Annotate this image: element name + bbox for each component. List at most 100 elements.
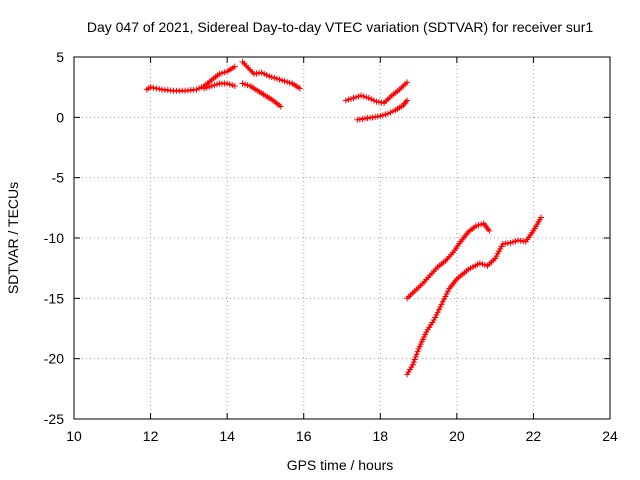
data-point	[263, 72, 270, 79]
data-point	[414, 348, 421, 355]
data-point	[435, 306, 442, 313]
data-point	[242, 81, 249, 88]
data-point	[368, 96, 375, 103]
data-point	[486, 227, 493, 234]
series-track-8	[404, 214, 545, 378]
series-track-2	[201, 80, 238, 92]
data-point	[216, 70, 223, 77]
data-point	[347, 95, 354, 102]
x-tick-label: 14	[219, 428, 235, 444]
data-point	[411, 356, 418, 363]
data-point	[273, 75, 280, 82]
data-point	[363, 94, 370, 101]
data-point	[224, 80, 231, 87]
y-tick-label: -5	[52, 170, 65, 186]
data-point	[231, 63, 238, 70]
data-point	[239, 80, 246, 87]
data-point	[412, 353, 419, 360]
data-point	[147, 84, 154, 91]
data-point	[479, 261, 486, 268]
data-point	[358, 92, 365, 99]
data-point	[153, 85, 160, 92]
data-point	[478, 221, 485, 228]
data-point	[229, 82, 236, 89]
data-point	[206, 83, 213, 90]
x-tick-label: 20	[449, 428, 465, 444]
data-point	[201, 85, 208, 92]
data-point	[432, 314, 439, 321]
data-point	[279, 77, 286, 84]
y-axis-label: SDTVAR / TECUs	[5, 182, 21, 294]
data-point	[433, 311, 440, 318]
data-point	[441, 296, 448, 303]
data-point	[266, 73, 273, 80]
data-point	[353, 94, 360, 101]
data-point	[444, 288, 451, 295]
data-point	[198, 84, 205, 91]
data-point	[404, 97, 411, 104]
data-point	[437, 303, 444, 310]
data-point	[296, 85, 303, 92]
data-point	[231, 82, 238, 89]
data-point	[387, 109, 394, 116]
data-point	[538, 214, 545, 221]
y-tick-label: 0	[56, 109, 64, 125]
data-point	[196, 85, 203, 92]
data-point	[507, 239, 514, 246]
data-point	[261, 70, 268, 77]
data-point	[475, 222, 482, 229]
x-tick-label: 24	[602, 428, 618, 444]
data-point	[512, 238, 519, 245]
data-point	[345, 96, 352, 103]
data-point	[208, 82, 215, 89]
data-point	[219, 70, 226, 77]
data-point	[150, 84, 157, 91]
data-point	[384, 110, 391, 117]
data-point	[442, 293, 449, 300]
series-track-4	[239, 80, 284, 110]
data-point	[221, 69, 228, 76]
data-point	[413, 351, 420, 358]
data-point	[379, 112, 386, 119]
x-tick-label: 22	[526, 428, 542, 444]
data-point	[510, 239, 517, 246]
data-point	[390, 108, 397, 115]
data-point	[244, 82, 251, 89]
y-tick-label: -15	[44, 290, 64, 306]
data-point	[276, 76, 283, 83]
data-point	[213, 81, 220, 88]
data-point	[443, 290, 450, 297]
data-point	[203, 84, 210, 91]
data-point	[211, 82, 218, 89]
data-point	[377, 113, 384, 120]
x-tick-label: 16	[296, 428, 312, 444]
data-point	[355, 93, 362, 100]
data-point	[281, 78, 288, 85]
data-point	[404, 79, 411, 86]
data-point	[409, 361, 416, 368]
data-point	[439, 298, 446, 305]
y-tick-label: 5	[56, 49, 64, 65]
x-tick-label: 18	[372, 428, 388, 444]
series-track-5	[342, 79, 411, 106]
data-point	[342, 97, 349, 104]
data-point	[284, 78, 291, 85]
chart-title: Day 047 of 2021, Sidereal Day-to-day VTE…	[87, 19, 593, 35]
data-point	[473, 222, 479, 229]
data-point	[438, 301, 445, 308]
data-point	[476, 260, 483, 267]
data-point	[382, 111, 389, 118]
y-tick-label: -10	[44, 230, 64, 246]
data-point	[434, 309, 441, 316]
data-point	[193, 86, 200, 93]
series-track-3	[239, 58, 303, 92]
y-tick-label: -25	[44, 411, 64, 427]
x-axis-label: GPS time / hours	[287, 457, 394, 473]
data-point	[360, 93, 367, 100]
axis-ticks: 10 12 14 16 18 20 22 24 5 0 -5 -10 -15 -20 -25	[44, 49, 618, 444]
data-point	[258, 69, 265, 76]
series-track-7	[404, 220, 493, 302]
x-tick-label: 10	[66, 428, 82, 444]
data-point	[268, 74, 275, 81]
